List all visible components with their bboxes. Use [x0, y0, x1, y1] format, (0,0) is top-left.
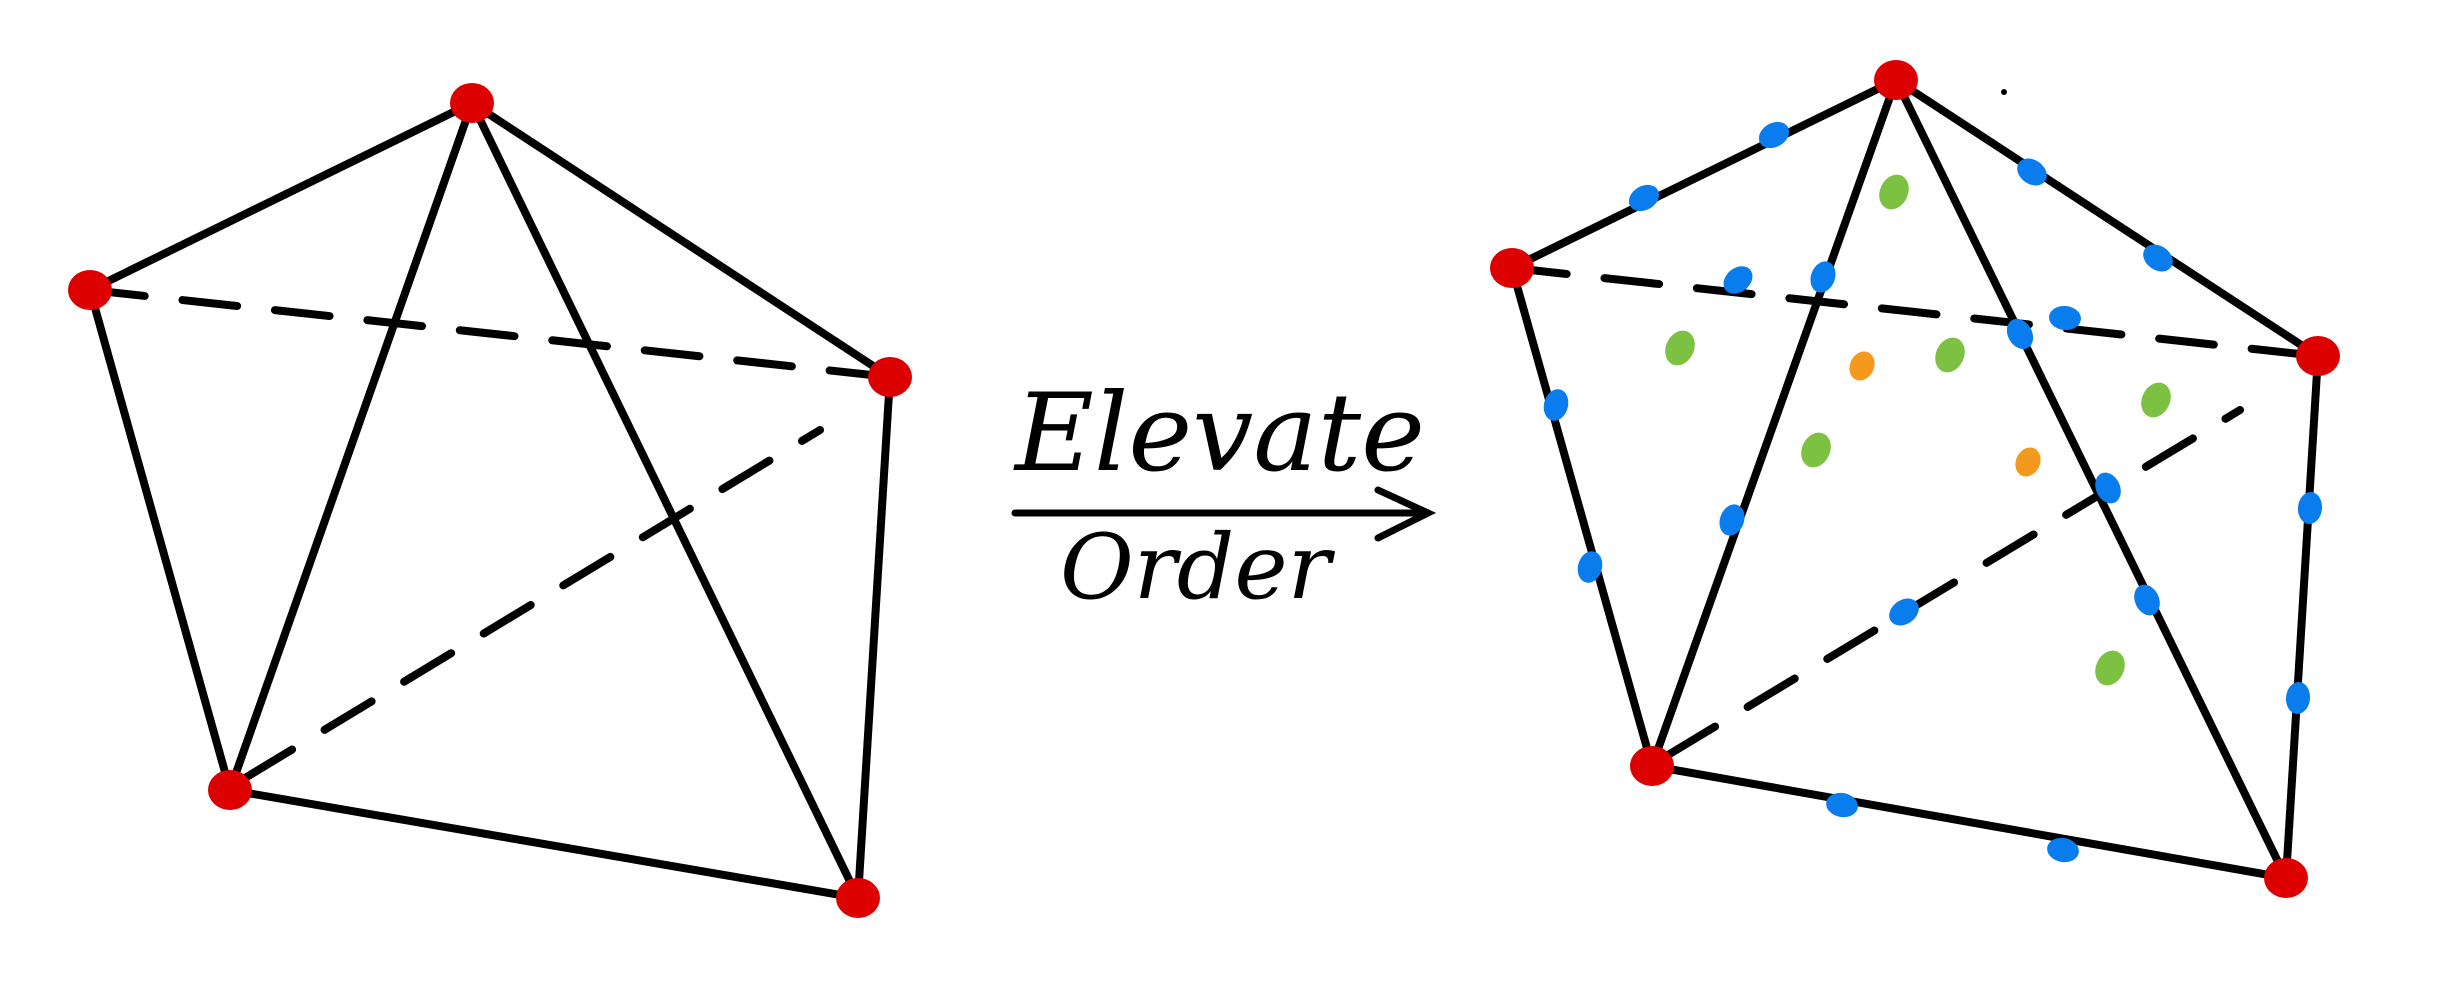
face-node: [1879, 174, 1909, 210]
edge: [2282, 352, 2322, 882]
face-node: [1935, 337, 1965, 373]
low-order-vertex-nodes: [68, 83, 912, 918]
hidden-edge: [241, 426, 824, 782]
edge-node: [1889, 598, 1919, 626]
edge-node: [2134, 584, 2160, 616]
face-node: [1801, 432, 1831, 468]
edge: [1892, 76, 2290, 882]
edge: [1648, 762, 2290, 882]
vertex-node: [836, 878, 880, 918]
hidden-edge: [86, 286, 894, 381]
vertex-node: [2264, 858, 2308, 898]
edge-node: [1577, 551, 1603, 583]
edge: [1648, 76, 1900, 770]
interior-node: [1849, 351, 1875, 381]
vertex-node: [1630, 746, 1674, 786]
arrow-head: [1374, 486, 1437, 542]
edge-node: [2297, 492, 2323, 524]
edge: [226, 99, 476, 794]
edge-node: [2017, 158, 2047, 186]
edge-node: [1628, 184, 1660, 212]
vertex-node: [1874, 60, 1918, 100]
face-node: [1665, 330, 1695, 366]
vertex-node: [2296, 336, 2340, 376]
vertex-node: [868, 357, 912, 397]
edge-node: [1810, 261, 1836, 293]
vertex-node: [68, 270, 112, 310]
edge-node: [1719, 504, 1745, 536]
edge-node: [1543, 389, 1569, 421]
edge-node: [2095, 472, 2121, 504]
edge-node: [1826, 792, 1858, 818]
edge-node: [2285, 682, 2311, 714]
edge-node: [1758, 121, 1790, 149]
low-order-mesh: [86, 99, 894, 902]
vertex-node: [1490, 248, 1534, 288]
stray-dot: [2001, 89, 2007, 95]
edge-node: [2006, 318, 2034, 350]
edge: [1508, 76, 1900, 272]
face-node: [2141, 382, 2171, 418]
vertex-node: [208, 770, 252, 810]
edge-node: [2143, 244, 2173, 272]
edge: [468, 99, 894, 381]
hidden-edge: [1664, 406, 2244, 759]
edge: [854, 373, 894, 902]
edge: [1892, 76, 2322, 360]
edge-node: [2049, 305, 2081, 331]
edge-node: [1723, 266, 1753, 294]
interior-node: [2015, 447, 2041, 477]
elevate-label: Elevate: [1013, 371, 1425, 496]
edge: [226, 786, 862, 902]
high-order-mesh: [1508, 76, 2322, 882]
edge: [86, 99, 476, 294]
face-node: [2095, 650, 2125, 686]
elevate-order-arrow: Elevate Order: [1011, 371, 1437, 620]
vertex-node: [450, 83, 494, 123]
edge-node: [2047, 837, 2079, 863]
edge: [86, 286, 234, 794]
order-label: Order: [1060, 515, 1336, 620]
hidden-edge: [1508, 264, 2322, 360]
edge: [1508, 264, 1656, 770]
edge: [468, 99, 862, 902]
high-order-nodes: [1490, 60, 2340, 898]
